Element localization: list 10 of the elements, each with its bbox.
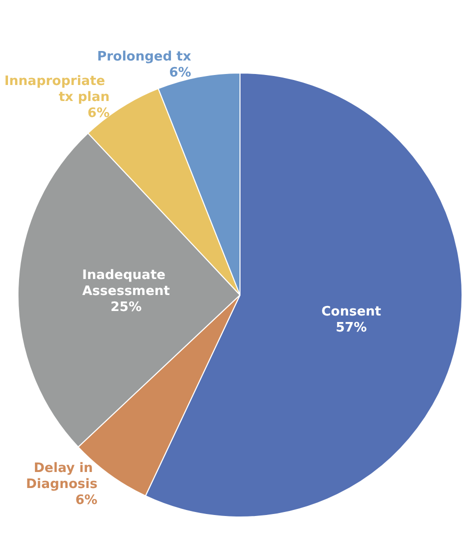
data-label: 6% <box>169 66 192 81</box>
slice-label: Innapropriate tx plan <box>4 74 110 105</box>
slice-label: Prolonged tx <box>97 50 192 65</box>
slice-label: Inadequate Assessment <box>82 268 170 299</box>
data-label: 57% <box>336 320 367 336</box>
data-label: 25% <box>110 300 142 315</box>
slice-label: Consent <box>321 304 382 320</box>
slice-label: Delay in Diagnosis <box>26 460 98 492</box>
data-label: 6% <box>88 106 110 121</box>
data-label: 6% <box>75 492 98 508</box>
